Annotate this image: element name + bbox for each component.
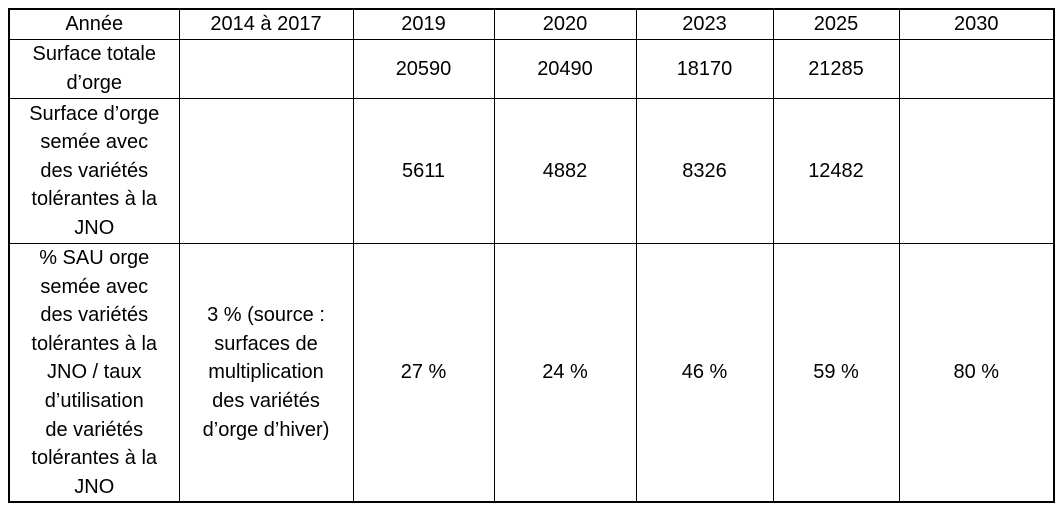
cell-pct-sau-2014-2017: 3 % (source : surfaces de multiplication…	[178, 243, 354, 503]
cell-pct-sau-2023: 46 %	[635, 243, 774, 503]
cell-surface-semee-2023: 8326	[635, 98, 774, 244]
cell-surface-totale-2023: 18170	[635, 39, 774, 99]
row-label-surface-semee: Surface d’orge semée avec des variétés t…	[8, 98, 180, 244]
row-label-pct-sau: % SAU orge semée avec des variétés tolér…	[8, 243, 180, 503]
cell-surface-semee-2014-2017	[178, 98, 354, 244]
cell-surface-semee-2030	[898, 98, 1055, 244]
header-cell-annee: Année	[8, 8, 180, 40]
header-cell-2014-2017: 2014 à 2017	[178, 8, 354, 40]
cell-surface-totale-2025: 21285	[772, 39, 900, 99]
header-cell-2030: 2030	[898, 8, 1055, 40]
table-row-pct-sau: % SAU orge semée avec des variétés tolér…	[8, 243, 1055, 503]
row-label-surface-totale: Surface totale d’orge	[8, 39, 180, 99]
cell-pct-sau-2025: 59 %	[772, 243, 900, 503]
cell-pct-sau-2019: 27 %	[352, 243, 495, 503]
cell-surface-semee-2025: 12482	[772, 98, 900, 244]
header-cell-2020: 2020	[493, 8, 637, 40]
table-row-surface-totale: Surface totale d’orge 20590 20490 18170 …	[8, 39, 1055, 99]
header-cell-2019: 2019	[352, 8, 495, 40]
cell-surface-totale-2014-2017	[178, 39, 354, 99]
cell-surface-totale-2030	[898, 39, 1055, 99]
table-header-row: Année 2014 à 2017 2019 2020 2023 2025 20…	[8, 8, 1055, 40]
cell-surface-semee-2019: 5611	[352, 98, 495, 244]
cell-pct-sau-2020: 24 %	[493, 243, 637, 503]
cell-surface-totale-2019: 20590	[352, 39, 495, 99]
cell-pct-sau-2030: 80 %	[898, 243, 1055, 503]
cell-surface-semee-2020: 4882	[493, 98, 637, 244]
header-cell-2025: 2025	[772, 8, 900, 40]
table-row-surface-semee: Surface d’orge semée avec des variétés t…	[8, 98, 1055, 244]
cell-surface-totale-2020: 20490	[493, 39, 637, 99]
jno-barley-table: Année 2014 à 2017 2019 2020 2023 2025 20…	[8, 8, 1055, 504]
header-cell-2023: 2023	[635, 8, 774, 40]
